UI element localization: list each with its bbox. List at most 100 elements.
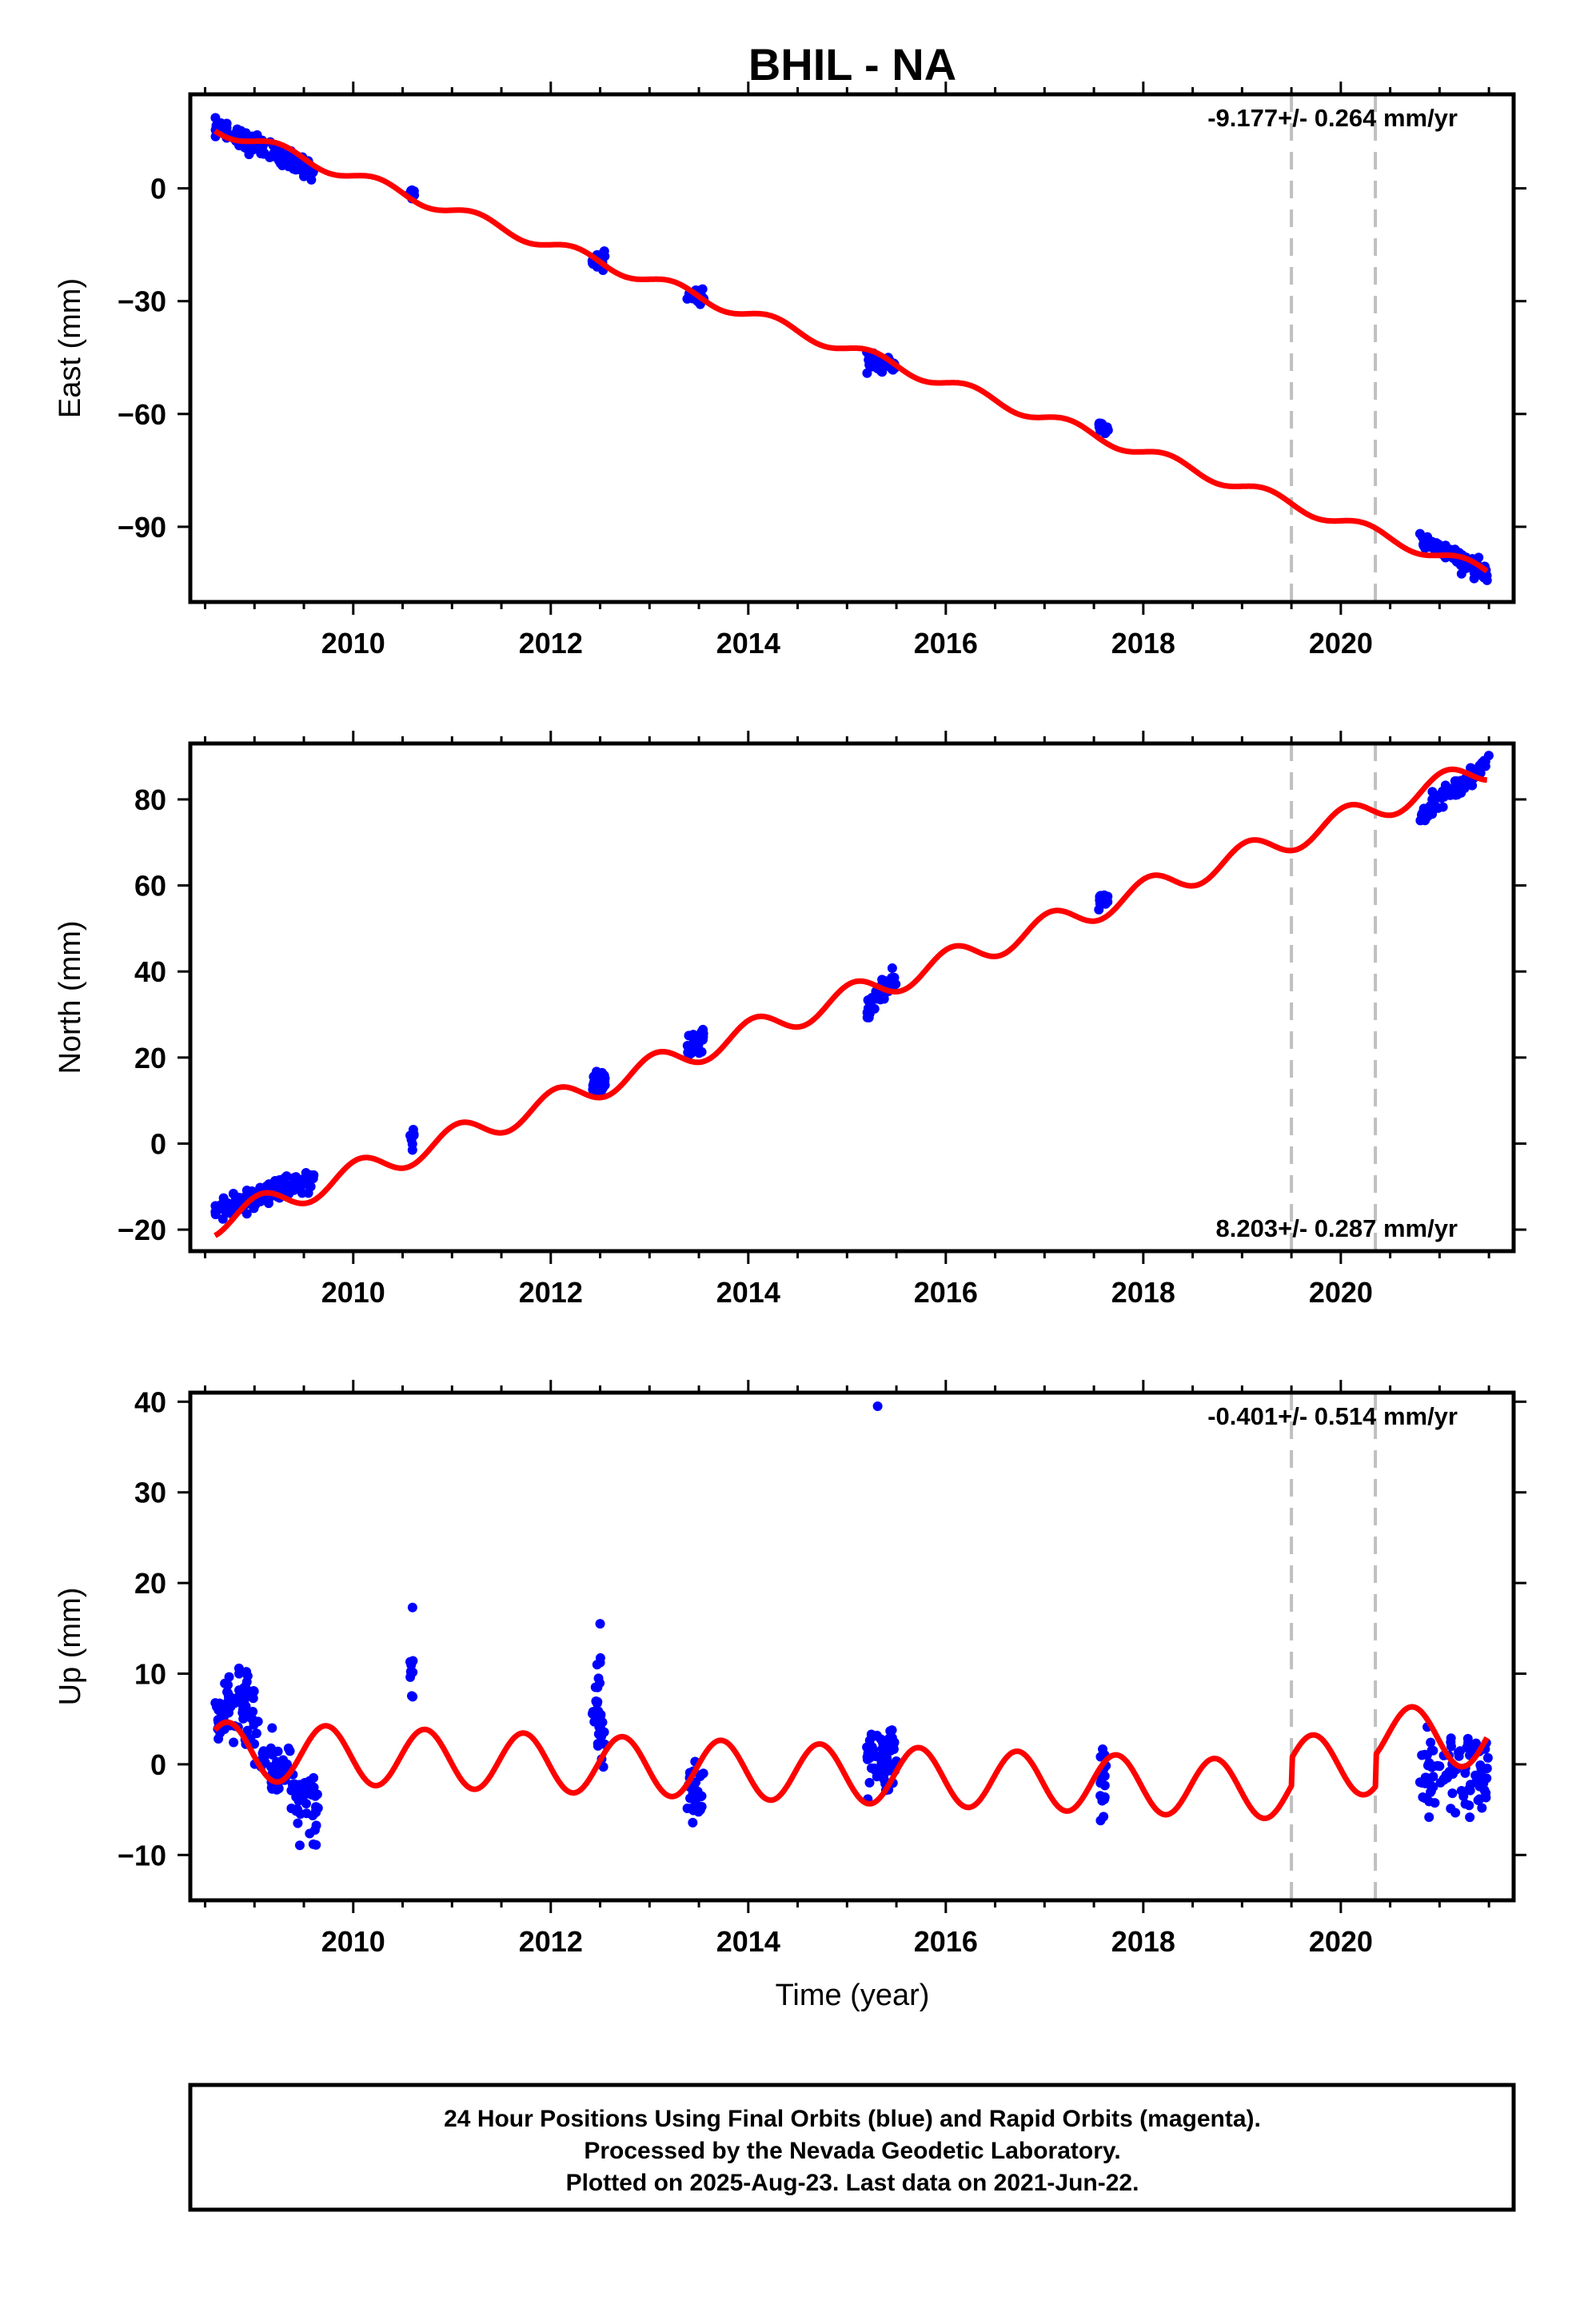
- data-point: [877, 1744, 888, 1754]
- y-tick-label: 0: [150, 1748, 166, 1781]
- x-tick-label: 2016: [914, 627, 978, 660]
- data-point: [286, 1803, 297, 1813]
- data-point: [294, 1840, 305, 1851]
- data-point: [1467, 780, 1478, 791]
- data-point: [213, 121, 223, 131]
- y-tick-label: 40: [134, 955, 166, 988]
- data-point: [881, 1760, 892, 1770]
- x-axis-label: Time (year): [776, 1979, 930, 2012]
- y-tick-label: −20: [118, 1214, 166, 1246]
- y-axis-label: East (mm): [54, 278, 87, 418]
- data-point: [682, 1803, 692, 1813]
- data-point: [305, 1828, 315, 1839]
- model-curve: [213, 128, 1489, 574]
- y-axis-label: North (mm): [54, 920, 87, 1074]
- y-tick-label: −60: [118, 398, 166, 431]
- data-point: [862, 1007, 872, 1018]
- x-tick-label: 2012: [519, 627, 583, 660]
- x-tick-label: 2018: [1111, 1925, 1175, 1958]
- data-point: [869, 1003, 880, 1014]
- data-point: [872, 1731, 882, 1741]
- data-point: [1438, 802, 1448, 812]
- data-point: [249, 1685, 259, 1696]
- data-point: [295, 1808, 305, 1819]
- data-point: [1450, 1808, 1461, 1818]
- data-point: [1459, 783, 1470, 793]
- data-point: [1099, 898, 1110, 908]
- data-point: [294, 161, 305, 171]
- data-point: [1446, 1733, 1456, 1744]
- panel-up: −10 0 10 20 30 40 2010 2012 2014 2016 2018 2020 Up (…: [54, 1380, 1526, 1958]
- data-point: [283, 1743, 293, 1753]
- data-point: [273, 155, 284, 165]
- data-point: [1477, 1803, 1487, 1813]
- x-tick-label: 2014: [716, 1925, 780, 1958]
- data-point: [1418, 807, 1428, 818]
- data-point: [1482, 1764, 1492, 1774]
- data-point: [307, 1789, 317, 1800]
- data-point: [301, 1168, 311, 1178]
- data-point: [1427, 787, 1438, 797]
- y-axis-label: Up (mm): [54, 1588, 87, 1706]
- x-tick-label: 2010: [321, 1925, 385, 1958]
- y-tick-label: 10: [134, 1658, 166, 1691]
- data-point: [1478, 759, 1488, 770]
- data-point: [296, 1174, 306, 1185]
- data-point: [691, 1792, 701, 1802]
- data-point: [588, 1707, 598, 1717]
- x-tick-label: 2020: [1309, 1276, 1373, 1309]
- data-point: [272, 1784, 282, 1795]
- x-tick-label: 2014: [716, 627, 780, 660]
- data-point: [1094, 419, 1104, 429]
- x-tick-label: 2014: [716, 1276, 780, 1309]
- data-point: [867, 1742, 877, 1752]
- data-point-outlier: [595, 1619, 605, 1629]
- y-tick-label: −30: [118, 285, 166, 318]
- data-point: [879, 1770, 889, 1780]
- y-tick-label: 30: [134, 1477, 166, 1509]
- data-point: [1465, 1812, 1475, 1823]
- data-point: [885, 1726, 896, 1736]
- data-point: [1426, 1737, 1436, 1748]
- data-point: [241, 1186, 252, 1196]
- data-point: [1430, 1798, 1440, 1808]
- x-tick-label: 2012: [519, 1276, 583, 1309]
- x-tick-label: 2020: [1309, 1925, 1373, 1958]
- data-point: [293, 1818, 303, 1828]
- data-point: [233, 1696, 243, 1706]
- data-point: [210, 1210, 221, 1220]
- data-point: [1424, 1812, 1434, 1822]
- data-point: [252, 130, 262, 140]
- data-point: [682, 1041, 692, 1051]
- data-point: [1095, 1752, 1106, 1762]
- data-point: [1465, 1785, 1475, 1796]
- x-tick-label: 2010: [321, 1276, 385, 1309]
- data-point: [592, 1739, 603, 1749]
- data-point: [248, 1693, 258, 1704]
- data-point: [1473, 1795, 1483, 1805]
- data-point: [265, 1762, 276, 1772]
- y-tick-label: 0: [150, 1127, 166, 1160]
- data-point: [409, 1129, 419, 1139]
- data-point: [1464, 1800, 1474, 1811]
- data-point: [695, 1771, 705, 1781]
- footer-box: 24 Hour Positions Using Final Orbits (bl…: [188, 2083, 1516, 2212]
- data-point: [408, 1692, 418, 1702]
- data-point: [591, 1696, 601, 1707]
- data-point: [311, 1820, 321, 1831]
- data-point: [1424, 1758, 1434, 1768]
- data-point: [304, 1180, 314, 1190]
- data-point: [688, 1817, 698, 1828]
- y-tick-label: −90: [118, 511, 166, 544]
- data-point: [1447, 788, 1458, 799]
- data-point: [1482, 1752, 1493, 1763]
- x-tick-label: 2010: [321, 627, 385, 660]
- data-point: [309, 1772, 319, 1783]
- data-point: [284, 1186, 294, 1196]
- data-point: [589, 1716, 600, 1727]
- data-point: [888, 976, 898, 987]
- data-point: [696, 1026, 707, 1037]
- data-point: [887, 963, 897, 974]
- y-tick-label: 0: [150, 173, 166, 205]
- data-point: [866, 1763, 876, 1773]
